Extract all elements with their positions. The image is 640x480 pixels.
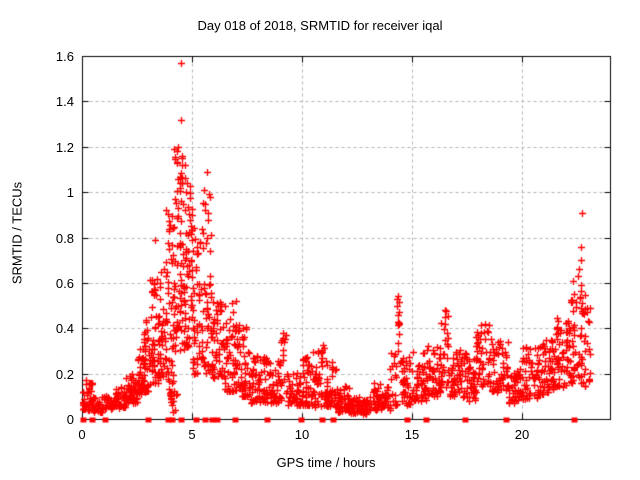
y-tick-label-0: 0 [66, 412, 74, 427]
x-tick-label-0: 0 [78, 427, 86, 442]
x-tick-label-5: 5 [188, 427, 196, 442]
y-tick-label-1.2: 1.2 [55, 140, 74, 155]
x-axis-label: GPS time / hours [276, 455, 376, 470]
y-tick-label-1.6: 1.6 [55, 49, 74, 64]
x-tick-label-20: 20 [514, 427, 530, 442]
y-tick-label-0.8: 0.8 [55, 231, 74, 246]
y-tick-label-0.6: 0.6 [55, 276, 74, 291]
chart-title: Day 018 of 2018, SRMTID for receiver iqa… [197, 18, 443, 33]
x-tick-label-15: 15 [404, 427, 420, 442]
y-tick-label-0.2: 0.2 [55, 367, 74, 382]
y-tick-label-1: 1 [66, 185, 74, 200]
y-axis-label: SRMTID / TECUs [9, 181, 25, 285]
y-tick-label-0.4: 0.4 [55, 321, 74, 336]
x-tick-label-10: 10 [294, 427, 310, 442]
y-tick-label-1.4: 1.4 [55, 94, 74, 109]
